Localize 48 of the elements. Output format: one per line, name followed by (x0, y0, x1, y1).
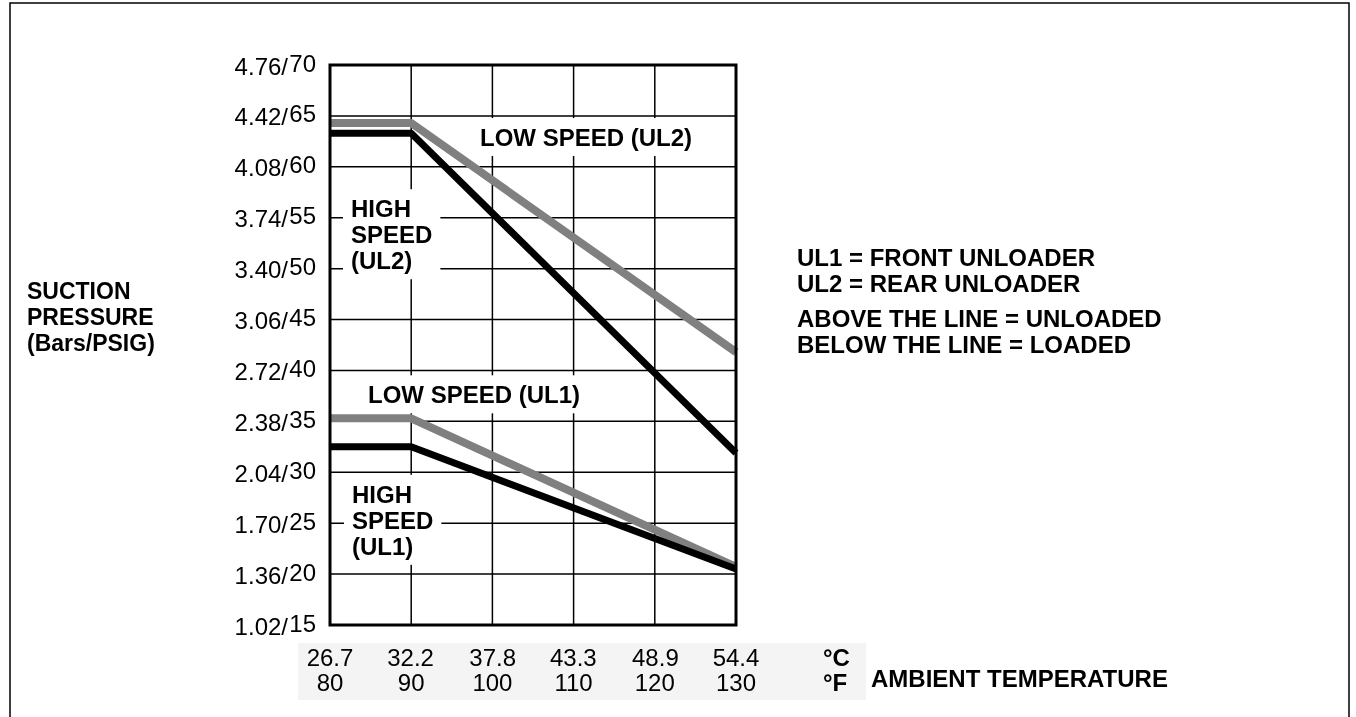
x-tick-label: 80 (316, 669, 344, 696)
y-tick-label: 1.70/ (234, 510, 289, 538)
y2-tick-label: 15 (289, 609, 316, 637)
y-tick-label: 2.72/ (234, 357, 289, 385)
x2-tick-label: 26.7 (306, 644, 354, 671)
x-tick-label: 100 (472, 669, 513, 696)
y-tick-label: 4.76/ (234, 52, 289, 80)
x2-tick-label: 48.9 (632, 644, 679, 671)
text: AMBIENT TEMPERATURE (871, 665, 1168, 692)
x2-axis-title: °C (823, 644, 850, 671)
y2-tick-label: 70 (289, 49, 316, 77)
series-label: HIGH SPEED (UL2) (351, 194, 433, 274)
y-tick-label: 2.38/ (234, 408, 289, 436)
text: UL2 = REAR UNLOADER (797, 269, 1081, 297)
series-label: LOW SPEED (UL1) (368, 380, 581, 408)
series-label: HIGH SPEED (UL1) (352, 480, 434, 560)
y-tick-label: 1.36/ (234, 561, 289, 589)
y-tick-label: 3.74/ (234, 205, 289, 233)
y2-tick-label: 20 (289, 558, 316, 586)
y-axis-title: SUCTION PRESSURE (Bars/PSIG) (27, 278, 155, 356)
y2-tick-label: 25 (289, 507, 316, 535)
x-tick-label: 110 (554, 669, 593, 696)
y-tick-label: 2.04/ (234, 459, 289, 487)
y-tick-label: 4.08/ (234, 154, 289, 182)
text: UL1 = FRONT UNLOADER (797, 243, 1096, 271)
x-tick-label: 90 (397, 669, 425, 696)
y2-tick-label: 40 (289, 354, 316, 382)
y2-tick-label: 55 (289, 202, 316, 230)
y2-tick-label: 45 (289, 304, 316, 332)
text: ABOVE THE LINE = UNLOADED (797, 304, 1162, 332)
x2-tick-label: 54.4 (712, 644, 760, 671)
x2-tick-label: 32.2 (387, 644, 434, 671)
y2-tick-label: 60 (289, 151, 316, 179)
text: BELOW THE LINE = LOADED (797, 330, 1132, 358)
series-label: LOW SPEED (UL2) (480, 123, 693, 151)
y2-tick-label: 50 (289, 253, 316, 281)
y2-tick-label: 65 (289, 100, 316, 128)
y-tick-label: 4.42/ (234, 103, 289, 131)
y-tick-label: 1.02/ (234, 612, 289, 640)
y2-tick-label: 30 (289, 456, 316, 484)
y-tick-label: 3.06/ (234, 307, 289, 335)
x2-tick-label: 37.8 (469, 644, 517, 671)
x-axis-title: °F (823, 669, 848, 696)
x-tick-label: 130 (715, 669, 757, 696)
y2-tick-label: 35 (289, 405, 316, 433)
x-tick-label: 120 (634, 669, 675, 696)
y-tick-label: 3.40/ (234, 256, 289, 284)
x2-tick-label: 43.3 (549, 644, 597, 671)
